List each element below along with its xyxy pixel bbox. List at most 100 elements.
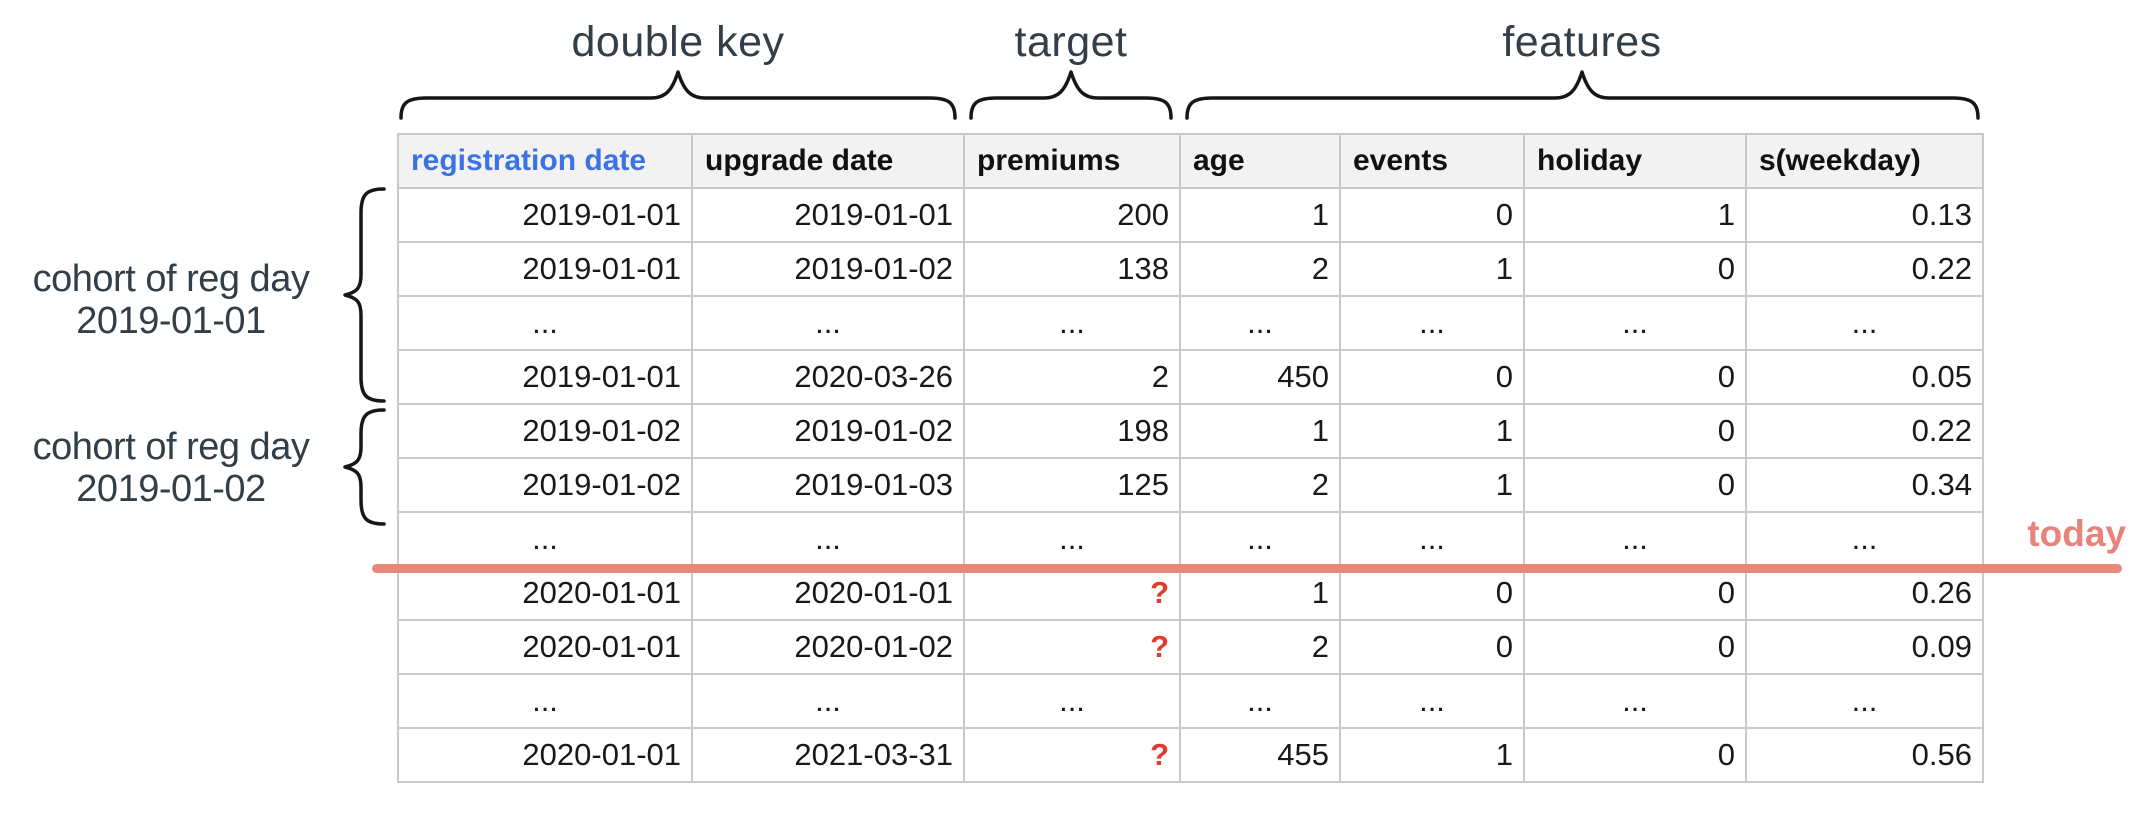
table-cell: ...: [1523, 295, 1747, 351]
table-cell: 1: [1339, 403, 1525, 459]
table-cell: 2019-01-01: [397, 349, 693, 405]
cohort-label-line: cohort of reg day: [32, 258, 310, 300]
table-row: 2019-01-01 2019-01-01 200 1 0 1 0.13: [397, 187, 1984, 243]
table-cell: ...: [691, 673, 965, 729]
table-cell: ...: [963, 673, 1181, 729]
cohort-label-date: 2019-01-02: [76, 468, 266, 510]
table-cell: ...: [1523, 673, 1747, 729]
table-cell: 2020-03-26: [691, 349, 965, 405]
table-cell: ...: [1745, 673, 1984, 729]
table-cell: 0: [1339, 565, 1525, 621]
table-cell: ...: [1179, 295, 1341, 351]
table-cell: 0.09: [1745, 619, 1984, 675]
table-cell: 2: [1179, 241, 1341, 297]
cohort-2019-01-01-brace-icon: [343, 187, 386, 403]
cohort-2019-01-02-brace-icon: [343, 408, 386, 526]
column-header-s-weekday: s(weekday): [1745, 133, 1984, 189]
table-row: 2020-01-01 2020-01-01? 1 0 0 0.26: [397, 565, 1984, 621]
table-cell: ...: [1339, 673, 1525, 729]
table-cell: 200: [963, 187, 1181, 243]
table-cell: ...: [1523, 511, 1747, 567]
cohort-2019-01-01-label: cohort of reg day 2019-01-01: [8, 258, 334, 342]
cohort-2019-01-02-label: cohort of reg day 2019-01-02: [8, 426, 334, 510]
table-cell: 1: [1179, 403, 1341, 459]
table-cell: 2: [963, 349, 1181, 405]
column-header-holiday: holiday: [1523, 133, 1747, 189]
table-cell: 0: [1523, 565, 1747, 621]
table-cell: 1: [1179, 565, 1341, 621]
double-key-brace-icon: [399, 70, 957, 120]
table-cell: ...: [397, 295, 693, 351]
table-cell: 450: [1179, 349, 1341, 405]
table-cell: ...: [1179, 511, 1341, 567]
cohort-table: registration date upgrade date premiums …: [397, 133, 1984, 783]
table-cell: 1: [1339, 241, 1525, 297]
target-brace-icon: [969, 70, 1173, 120]
table-cell: ...: [1745, 295, 1984, 351]
table-cell: ?: [963, 619, 1181, 675]
table-cell: 0.34: [1745, 457, 1984, 513]
table-cell: ...: [397, 673, 693, 729]
table-cell: 0: [1523, 619, 1747, 675]
table-cell: 0.22: [1745, 403, 1984, 459]
ellipsis-row: .....................: [397, 511, 1984, 567]
table-cell: 2019-01-02: [397, 457, 693, 513]
table-cell: 1: [1339, 457, 1525, 513]
table-row: 2019-01-01 2019-01-02 138 2 1 0 0.22: [397, 241, 1984, 297]
ellipsis-row: .....................: [397, 673, 1984, 729]
table-cell: 0.05: [1745, 349, 1984, 405]
table-cell: 138: [963, 241, 1181, 297]
table-cell: 0: [1523, 727, 1747, 783]
table-cell: 0.26: [1745, 565, 1984, 621]
column-header-age: age: [1179, 133, 1341, 189]
target-label: target: [1014, 18, 1128, 66]
column-header-events: events: [1339, 133, 1525, 189]
table-cell: 0: [1523, 349, 1747, 405]
table-cell: 0: [1523, 403, 1747, 459]
table-row: 2019-01-01 2020-03-26 2 450 0 0 0.05: [397, 349, 1984, 405]
table-cell: 0: [1339, 349, 1525, 405]
table-cell: ...: [691, 511, 965, 567]
table-cell: 0: [1339, 619, 1525, 675]
table-cell: ?: [963, 565, 1181, 621]
table-row: 2019-01-02 2019-01-02 198 1 1 0 0.22: [397, 403, 1984, 459]
today-label: today: [2027, 513, 2126, 554]
table-cell: ...: [1339, 295, 1525, 351]
table-cell: 1: [1523, 187, 1747, 243]
table-cell: 2020-01-01: [397, 619, 693, 675]
table-cell: 2019-01-03: [691, 457, 965, 513]
table-cell: 125: [963, 457, 1181, 513]
table-cell: ...: [1745, 511, 1984, 567]
table-cell: 0.13: [1745, 187, 1984, 243]
table-body: 2019-01-01 2019-01-01 200 1 0 1 0.13 2019-01-01…: [397, 187, 1984, 783]
table-cell: ...: [397, 511, 693, 567]
table-cell: ...: [1179, 673, 1341, 729]
cohort-label-date: 2019-01-01: [76, 300, 266, 342]
table-cell: 2019-01-02: [691, 403, 965, 459]
table-cell: 198: [963, 403, 1181, 459]
table-cell: 0: [1523, 241, 1747, 297]
double-key-label: double key: [571, 18, 785, 66]
today-line: [372, 564, 2122, 573]
features-brace-icon: [1185, 70, 1980, 120]
table-cell: 2: [1179, 457, 1341, 513]
table-cell: 0: [1523, 457, 1747, 513]
table-cell: 1: [1179, 187, 1341, 243]
table-cell: ...: [963, 511, 1181, 567]
features-label: features: [1502, 18, 1662, 66]
header-row: registration date upgrade date premiums …: [397, 133, 1984, 189]
table-cell: ...: [1339, 511, 1525, 567]
column-header-registration-date: registration date: [397, 133, 693, 189]
table-cell: 455: [1179, 727, 1341, 783]
table-cell: 0.22: [1745, 241, 1984, 297]
table-row: 2020-01-01 2020-01-02? 2 0 0 0.09: [397, 619, 1984, 675]
table-cell: 2: [1179, 619, 1341, 675]
table-cell: 2019-01-02: [691, 241, 965, 297]
table-row: 2020-01-01 2021-03-31? 455 1 0 0.56: [397, 727, 1984, 783]
table-cell: 2020-01-02: [691, 619, 965, 675]
table-cell: 2021-03-31: [691, 727, 965, 783]
cohort-label-line: cohort of reg day: [32, 426, 310, 468]
table-cell: 2019-01-01: [691, 187, 965, 243]
table-cell: 0.56: [1745, 727, 1984, 783]
table-cell: ?: [963, 727, 1181, 783]
